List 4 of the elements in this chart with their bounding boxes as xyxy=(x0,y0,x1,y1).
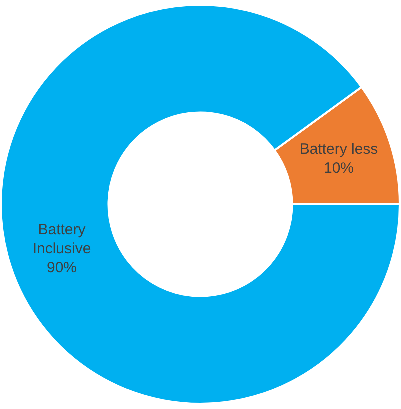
data-label: 10% xyxy=(324,160,354,178)
slice-label: Battery less xyxy=(300,141,378,158)
slice-label: Battery Inclusive xyxy=(32,222,92,258)
data-label: 90% xyxy=(46,260,78,277)
